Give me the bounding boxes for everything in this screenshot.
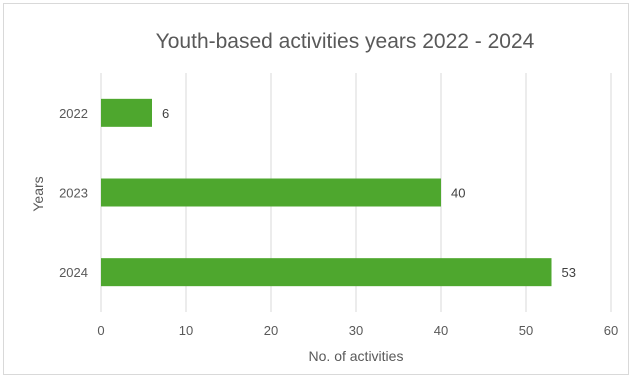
y-tick-label: 2022 (59, 106, 88, 121)
bar-2023 (101, 178, 441, 207)
data-label-2023: 40 (451, 186, 465, 201)
x-tick-label: 0 (97, 323, 104, 338)
y-tick-label: 2023 (59, 186, 88, 201)
x-tick-label: 20 (264, 323, 278, 338)
x-tick-label: 10 (179, 323, 193, 338)
data-labels: 6 40 53 (162, 106, 576, 280)
x-tick-label: 40 (434, 323, 448, 338)
x-tick-label: 50 (519, 323, 533, 338)
data-label-2022: 6 (162, 106, 169, 121)
x-tick-label: 30 (349, 323, 363, 338)
y-axis-title: Years (30, 176, 46, 211)
x-tick-label: 60 (604, 323, 618, 338)
y-axis-ticks: 2022 2023 2024 (59, 106, 88, 280)
x-axis-title: No. of activities (309, 348, 404, 364)
y-tick-label: 2024 (59, 265, 88, 280)
bars (101, 98, 552, 287)
x-axis-ticks: 0 10 20 30 40 50 60 (97, 323, 618, 338)
bar-2024 (101, 258, 552, 287)
bar-2022 (101, 98, 152, 127)
data-label-2024: 53 (562, 265, 576, 280)
chart-title: Youth-based activities years 2022 - 2024 (156, 30, 535, 53)
